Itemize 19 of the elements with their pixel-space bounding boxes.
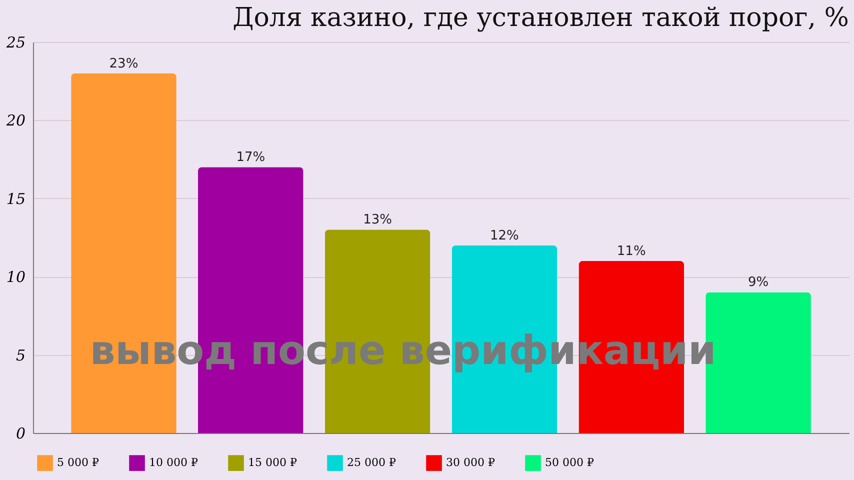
y-tick-label: 5 [16,346,26,364]
legend-label: 50 000 ₽ [545,456,594,470]
data-label: 11% [616,244,646,259]
y-tick-label: 0 [16,424,26,442]
legend-label: 5 000 ₽ [57,456,99,470]
data-label: 17% [236,150,266,166]
legend-label: 10 000 ₽ [149,456,198,470]
y-tick-label: 10 [6,268,26,286]
y-tick-label: 25 [5,34,26,52]
y-tick-label: 15 [6,190,26,208]
data-label: 9% [748,275,769,290]
chart-title: Доля казино, где установлен такой порог, % [232,3,849,33]
data-label: 13% [363,212,392,228]
legend-label: 30 000 ₽ [446,456,495,470]
legend-label: 25 000 ₽ [347,456,396,470]
y-tick-label: 20 [5,112,26,130]
data-label: 12% [490,228,519,244]
legend-label: 15 000 ₽ [248,456,297,470]
data-label: 23% [109,56,138,72]
